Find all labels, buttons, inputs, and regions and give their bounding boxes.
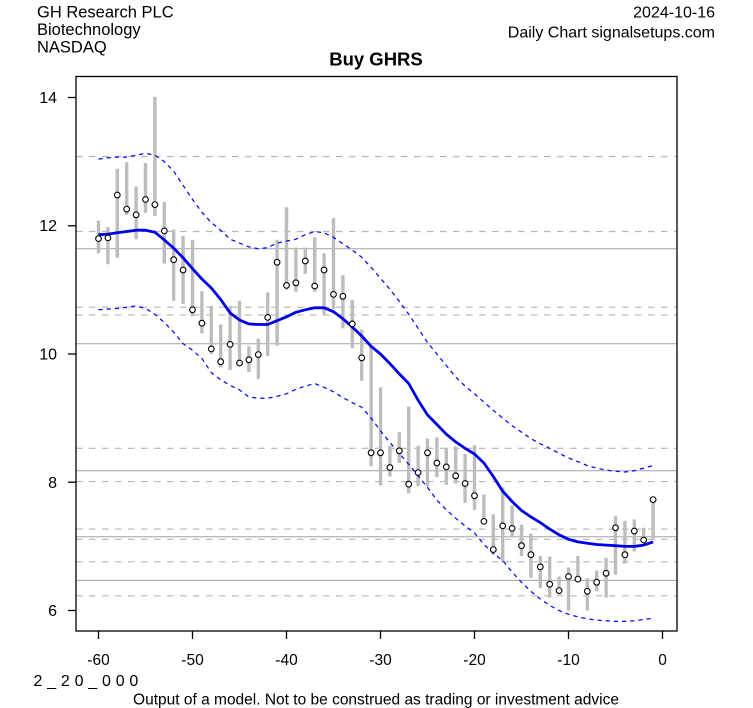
svg-text:GH Research PLC: GH Research PLC [37,4,174,22]
svg-text:Output of a model. Not to be c: Output of a model. Not to be construed a… [133,692,619,708]
svg-text:Buy GHRS: Buy GHRS [329,49,423,70]
svg-text:6: 6 [48,603,57,620]
svg-text:-40: -40 [275,652,298,669]
svg-text:8: 8 [48,475,57,492]
svg-text:12: 12 [39,218,57,235]
svg-text:-60: -60 [87,652,110,669]
svg-text:0: 0 [658,652,667,669]
svg-text:-50: -50 [181,652,204,669]
svg-text:10: 10 [39,347,57,364]
svg-text:2_20_000: 2_20_000 [34,673,144,690]
svg-text:-20: -20 [463,652,486,669]
svg-text:-30: -30 [369,652,392,669]
svg-text:14: 14 [39,90,57,107]
svg-text:Daily Chart signalsetups.com: Daily Chart signalsetups.com [508,25,715,42]
svg-text:2024-10-16: 2024-10-16 [633,5,715,22]
svg-text:NASDAQ: NASDAQ [37,39,107,57]
svg-text:-10: -10 [557,652,580,669]
svg-text:Biotechnology: Biotechnology [37,21,141,39]
